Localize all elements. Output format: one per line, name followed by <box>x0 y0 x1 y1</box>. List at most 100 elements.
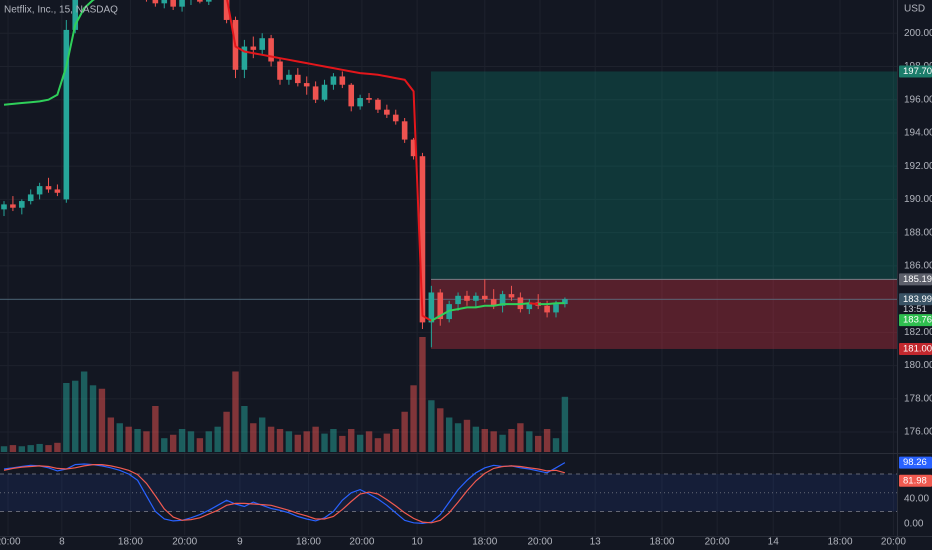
volume-bar <box>125 426 132 452</box>
candle-body <box>464 295 470 301</box>
volume-bar <box>134 429 141 452</box>
volume-bar <box>508 429 515 452</box>
volume-bar <box>196 438 204 452</box>
candle-body <box>562 299 568 305</box>
moving-average <box>430 302 530 322</box>
candle-body <box>27 194 34 202</box>
candle-body <box>490 299 497 306</box>
y-tick-label: 176.00 <box>904 427 932 438</box>
candle-body <box>410 139 417 157</box>
candle-body <box>321 84 328 100</box>
candle-body <box>1 204 7 210</box>
volume-bar <box>365 431 373 452</box>
stochastic-layer <box>0 462 897 525</box>
volume-bar <box>152 406 159 452</box>
x-tick-label: 10 <box>412 537 424 548</box>
candle-body <box>473 295 479 301</box>
candle-body <box>348 84 355 107</box>
volume-bar <box>9 445 17 452</box>
volume-bar <box>303 431 310 452</box>
volume-bar <box>178 429 186 452</box>
volume-bar <box>232 371 239 452</box>
candle-body <box>312 86 319 100</box>
target-zone <box>431 71 897 280</box>
volume-bar <box>445 417 453 452</box>
volume-bar <box>410 385 417 452</box>
stochastic-line <box>3 462 566 525</box>
stochastic-value-label-box <box>899 474 932 487</box>
volume-bar <box>276 429 284 452</box>
volume-bar <box>161 438 168 452</box>
volume-bar <box>348 429 355 452</box>
candle-body <box>179 0 185 7</box>
y-tick-label: 192.00 <box>904 161 932 172</box>
volume-bar <box>472 426 480 452</box>
moving-average <box>538 302 565 306</box>
stochastic-value-label: 98.26 <box>903 457 927 468</box>
ma-label-box <box>899 314 932 327</box>
candle-body <box>499 294 506 306</box>
last-price-label: 183.99 <box>903 294 932 305</box>
candle-body <box>339 76 346 85</box>
volume-bar <box>116 423 123 452</box>
candle-body <box>384 109 390 115</box>
candle-body <box>286 74 292 80</box>
candle-body <box>357 98 363 107</box>
candle-body <box>259 38 265 50</box>
volume-bar <box>169 434 177 452</box>
volume-bar <box>490 431 497 452</box>
x-tick-label: 20:00 <box>881 537 906 548</box>
x-tick-label: 18:00 <box>296 537 321 548</box>
volume-bar <box>312 426 319 452</box>
x-tick-label: 18:00 <box>118 537 143 548</box>
volume-bar <box>294 434 302 452</box>
volume-bar <box>561 396 569 452</box>
volume-bar <box>214 426 221 452</box>
stochastic-line <box>3 464 566 524</box>
volume-bar <box>383 433 391 452</box>
candle-body <box>268 38 274 62</box>
volume-bar <box>241 406 248 452</box>
y-tick-label: 186.00 <box>904 261 932 272</box>
volume-bar <box>437 408 444 452</box>
candle-body <box>508 294 515 298</box>
x-tick-label: 18:00 <box>649 537 674 548</box>
volume-layer <box>0 337 569 452</box>
candle-body <box>303 83 310 87</box>
x-tick-label: 9 <box>237 537 243 548</box>
stop-label: 181.00 <box>903 343 932 354</box>
candle-body <box>170 0 176 7</box>
candle-body <box>250 46 257 50</box>
x-tick-label: 18:00 <box>472 537 497 548</box>
candle-body <box>197 0 203 2</box>
volume-bar <box>250 423 257 452</box>
x-tick-label: 18:00 <box>828 537 853 548</box>
volume-bar <box>187 431 195 452</box>
volume-bar <box>267 426 275 452</box>
volume-bar <box>419 337 426 452</box>
target-label: 197.70 <box>903 66 932 77</box>
candle-body <box>36 186 43 195</box>
candle-body <box>437 292 444 320</box>
volume-bar <box>54 442 61 452</box>
candle-body <box>72 0 79 30</box>
candle-body <box>45 186 52 190</box>
volume-bar <box>223 411 230 452</box>
stochastic-tick-label: 40.00 <box>904 494 929 505</box>
volume-bar <box>374 438 382 452</box>
moving-average <box>226 0 432 322</box>
currency: USD <box>904 4 925 15</box>
volume-bar <box>401 411 408 452</box>
volume-bar <box>205 431 212 452</box>
position-layer <box>431 71 897 349</box>
volume-bar <box>552 438 560 452</box>
candle-body <box>19 201 25 208</box>
stop-zone <box>431 279 897 349</box>
entry-label: 185.19 <box>903 274 932 285</box>
candle-body <box>330 76 337 85</box>
stop-label-box <box>899 342 932 355</box>
volume-bar <box>517 423 524 452</box>
volume-bar <box>321 433 328 452</box>
